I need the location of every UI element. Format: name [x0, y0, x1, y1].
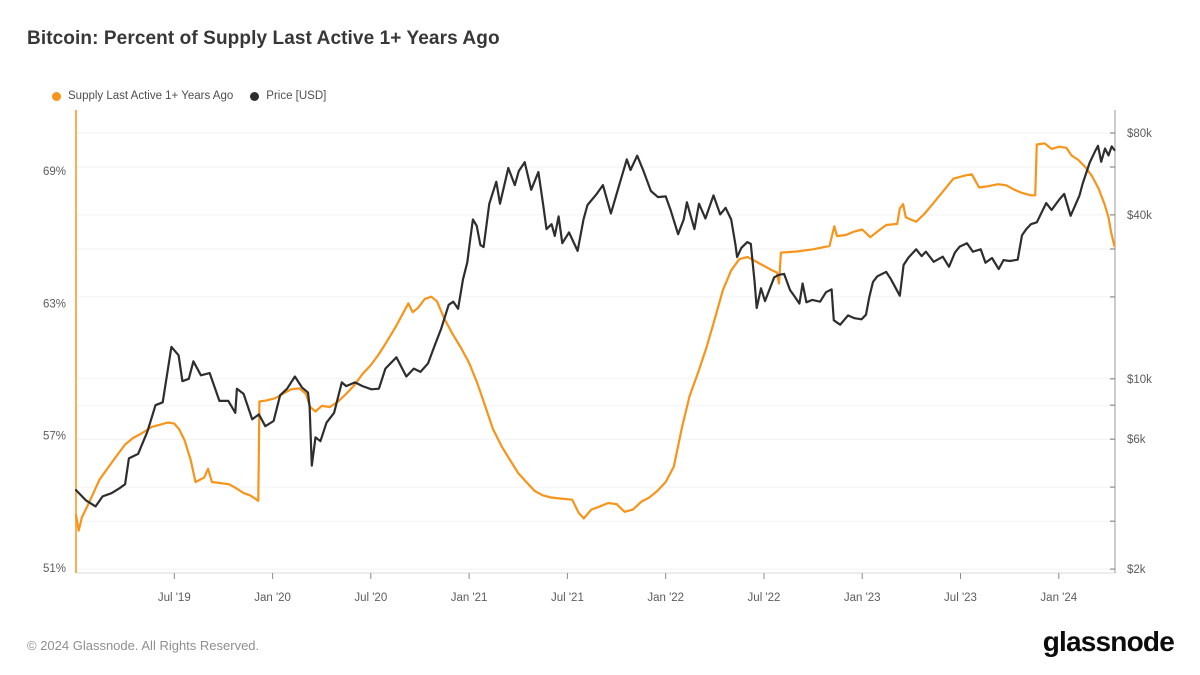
left-axis-label: 51% — [43, 563, 66, 575]
legend-item-price[interactable]: Price [USD] — [250, 90, 326, 102]
x-axis-label: Jul '21 — [551, 592, 584, 604]
right-axis-label: $6k — [1127, 434, 1146, 446]
legend-item-supply[interactable]: Supply Last Active 1+ Years Ago — [52, 90, 233, 102]
x-axis-label: Jan '23 — [844, 592, 881, 604]
page-title: Bitcoin: Percent of Supply Last Active 1… — [27, 28, 500, 49]
x-axis-label: Jan '21 — [451, 592, 488, 604]
legend-item-price-label: Price [USD] — [266, 90, 327, 102]
x-axis-label: Jan '22 — [647, 592, 684, 604]
supply-series-swatch-icon — [52, 91, 61, 101]
right-axis-label: $40k — [1127, 210, 1152, 222]
x-axis-label: Jan '20 — [254, 592, 291, 604]
supply-series-line — [74, 142, 1116, 532]
left-axis-label: 57% — [43, 431, 66, 443]
right-axis-label: $2k — [1127, 564, 1146, 576]
x-axis-label: Jan '24 — [1040, 592, 1077, 604]
left-axis-label: 69% — [43, 166, 66, 178]
legend: Supply Last Active 1+ Years Ago Price [U… — [52, 90, 326, 102]
price-series-line — [74, 144, 1116, 508]
x-axis-label: Jul '19 — [158, 592, 191, 604]
legend-item-supply-label: Supply Last Active 1+ Years Ago — [68, 90, 234, 102]
copyright-text: © 2024 Glassnode. All Rights Reserved. — [27, 638, 260, 653]
left-axis-label: 63% — [43, 298, 66, 310]
x-axis-label: Jul '20 — [354, 592, 387, 604]
x-axis-label: Jul '22 — [748, 592, 781, 604]
x-axis-label: Jul '23 — [944, 592, 977, 604]
right-axis-label: $80k — [1127, 128, 1152, 140]
price-series-swatch-icon — [250, 91, 260, 101]
right-axis-label: $10k — [1127, 374, 1152, 386]
glassnode-logo: glassnode — [1042, 626, 1175, 657]
